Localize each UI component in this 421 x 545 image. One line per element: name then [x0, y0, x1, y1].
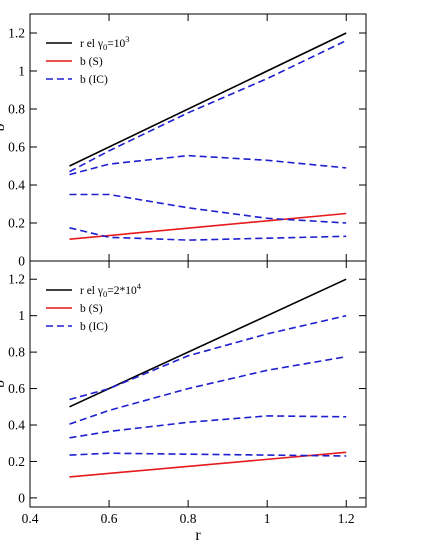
series-line — [69, 193, 347, 224]
panel-bottom: 0 0.2 0.4 0.6 0.8 1 1.2 0.4 0.6 0.8 1 1.2 b r r el γ0=… — [0, 260, 367, 544]
x-tick-label: 0.6 — [101, 511, 118, 526]
legend-entry: b (IC) — [80, 321, 108, 333]
series-line — [69, 212, 347, 240]
y-tick-label: 1 — [18, 308, 25, 323]
series-line — [69, 355, 347, 425]
y-tick-label: 0.6 — [8, 381, 25, 396]
legend-entry: b (S) — [80, 56, 103, 68]
y-tick-label: 0.8 — [8, 345, 25, 360]
legend-entry: r el γ0=103 — [80, 34, 129, 52]
series-line — [69, 227, 347, 241]
y-tick-label: 1.2 — [8, 26, 25, 41]
legend-entry: b (IC) — [80, 74, 108, 86]
panel-top: 0 0.2 0.4 0.6 0.8 1 1.2 b r el γ0=103 b (S) b (IC) — [0, 13, 367, 269]
y-tick-label: 0.4 — [8, 418, 25, 433]
series-line — [69, 39, 347, 173]
plot-frame — [29, 13, 367, 262]
y-axis-label: b — [0, 124, 8, 132]
x-axis-label: r — [195, 527, 201, 544]
y-tick-label: 0.6 — [8, 140, 25, 155]
series-line — [69, 452, 347, 457]
x-tick-label: 1.2 — [338, 511, 355, 526]
x-tick-label: 0.4 — [22, 511, 39, 526]
y-tick-label: 0.2 — [8, 216, 25, 231]
y-tick-label: 0.8 — [8, 102, 25, 117]
series-line — [69, 314, 347, 401]
y-tick-label: 1 — [18, 64, 25, 79]
x-tick-label: 0.8 — [180, 511, 197, 526]
y-tick-label: 0.4 — [8, 178, 25, 193]
legend-entry: r el γ0=2*104 — [80, 281, 142, 299]
y-tick-label: 1.2 — [8, 272, 25, 287]
series-line — [69, 278, 347, 408]
y-tick-label: 0.2 — [8, 454, 25, 469]
y-tick-label: 0 — [18, 254, 25, 269]
series-line — [69, 32, 347, 167]
plot-frame — [29, 260, 367, 508]
series-line — [69, 154, 347, 176]
series-line — [69, 415, 347, 439]
series-line — [69, 451, 347, 478]
y-tick-label: 0 — [18, 490, 25, 505]
y-axis-label: b — [0, 380, 8, 388]
x-tick-label: 1 — [264, 511, 271, 526]
legend-entry: b (S) — [80, 303, 103, 315]
